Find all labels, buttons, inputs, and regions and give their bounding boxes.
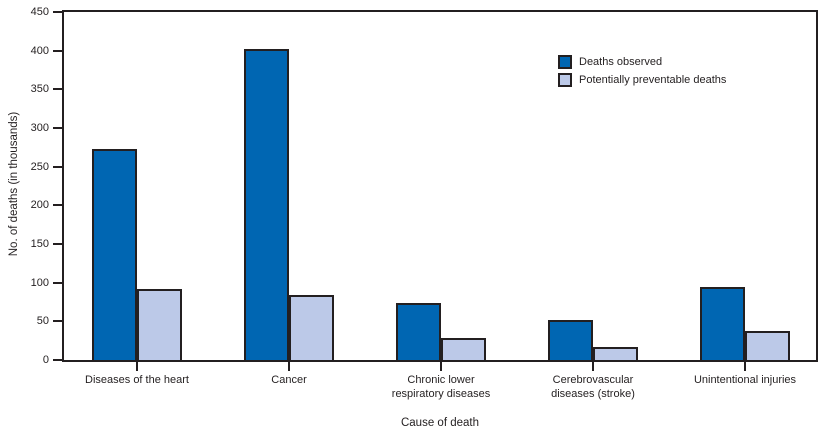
y-tick-label: 350 — [30, 83, 49, 96]
y-tick-label: 250 — [30, 160, 49, 173]
bar-observed — [244, 49, 289, 360]
y-tick-label: 50 — [36, 315, 49, 328]
y-tick-label: 400 — [30, 44, 49, 57]
bar-preventable — [745, 331, 790, 360]
legend-item-deaths-observed: Deaths observed — [558, 55, 726, 69]
bar-preventable — [593, 347, 638, 360]
plot-area — [62, 10, 818, 362]
legend-item-preventable-deaths: Potentially preventable deaths — [558, 73, 726, 87]
y-tick — [53, 320, 62, 323]
y-tick — [53, 204, 62, 207]
y-axis-title: No. of deaths (in thousands) — [8, 111, 20, 257]
bar-observed — [548, 320, 593, 360]
y-tick — [53, 243, 62, 245]
y-tick — [53, 127, 62, 129]
x-category-label: Diseases of the heart — [85, 374, 189, 386]
x-tick — [744, 362, 746, 371]
y-tick-label: 100 — [30, 276, 49, 289]
y-tick-label: 300 — [30, 122, 49, 134]
bar-observed — [92, 149, 137, 360]
bar-preventable — [441, 338, 486, 360]
x-category-label: Cancer — [271, 374, 307, 386]
y-tick — [53, 11, 62, 13]
y-tick — [53, 281, 62, 284]
y-tick-label: 0 — [42, 354, 49, 366]
y-tick-label: 450 — [30, 6, 49, 18]
x-tick — [288, 362, 290, 371]
y-tick — [53, 165, 62, 168]
y-tick-label: 150 — [30, 238, 49, 250]
x-axis-title: Cause of death — [400, 417, 479, 429]
y-tick-label: 200 — [30, 199, 49, 212]
legend-label-deaths-observed: Deaths observed — [579, 55, 663, 68]
legend: Deaths observed Potentially preventable … — [558, 55, 726, 91]
x-tick — [136, 362, 138, 371]
x-tick — [440, 362, 442, 371]
x-category-label: Cerebrovascular diseases (stroke) — [551, 374, 635, 400]
bar-preventable — [289, 295, 334, 360]
x-category-label: Chronic lower respiratory diseases — [391, 374, 491, 400]
bar-observed — [396, 303, 441, 360]
x-tick — [592, 362, 594, 371]
legend-label-preventable-deaths: Potentially preventable deaths — [579, 73, 727, 86]
y-tick — [53, 359, 62, 361]
y-tick — [53, 49, 62, 52]
legend-swatch-preventable-deaths — [558, 73, 572, 87]
legend-swatch-deaths-observed — [558, 55, 572, 69]
y-tick — [53, 88, 62, 91]
bar-observed — [700, 287, 745, 360]
bar-preventable — [137, 289, 182, 360]
x-category-label: Unintentional injuries — [693, 374, 797, 386]
